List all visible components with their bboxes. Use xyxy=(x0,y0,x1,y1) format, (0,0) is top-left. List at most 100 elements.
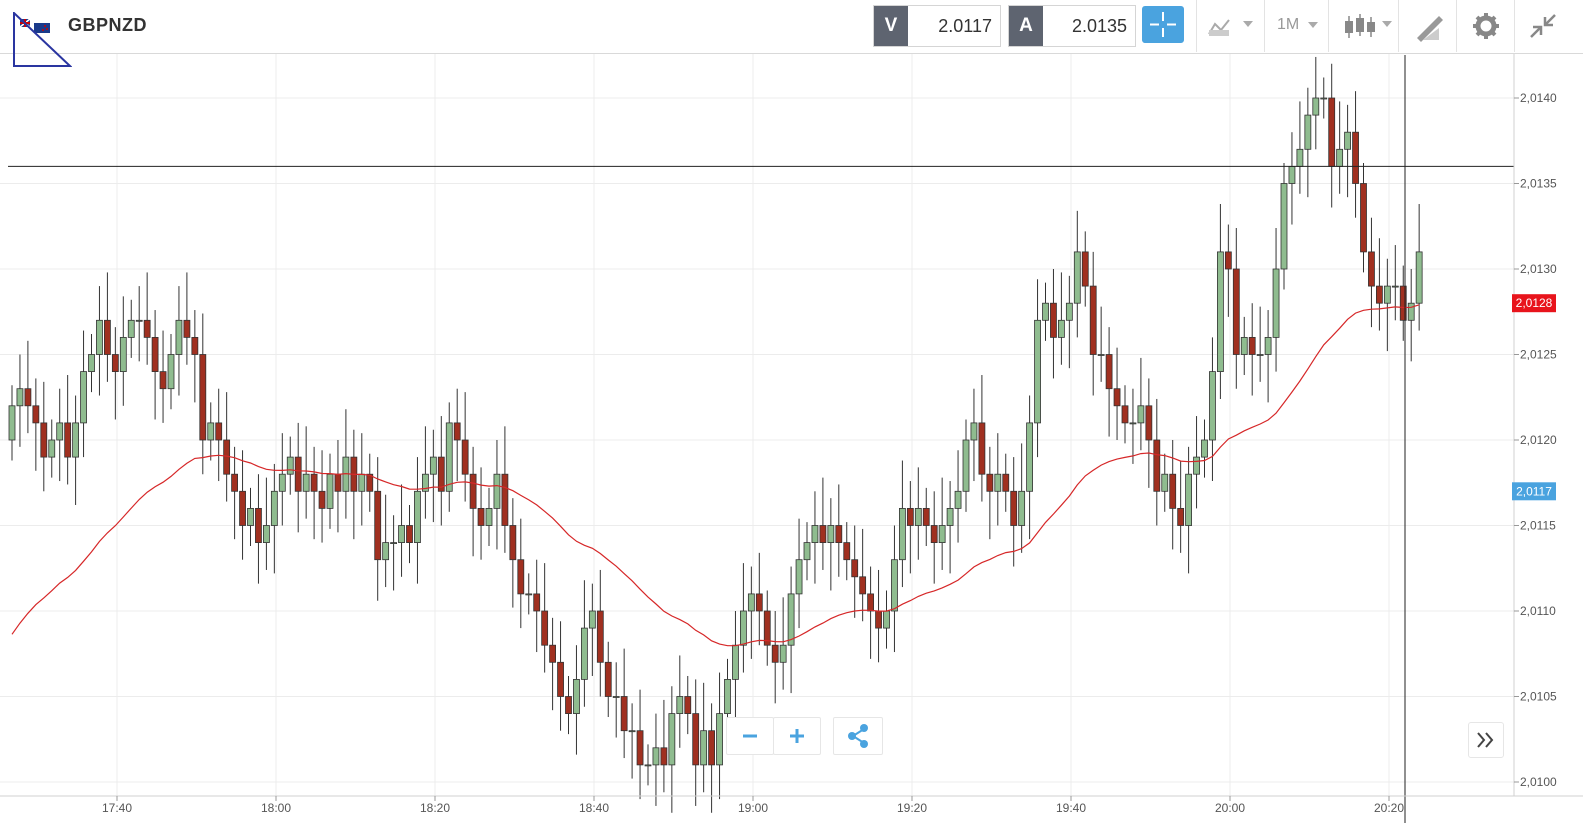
symbol-title: GBPNZD xyxy=(68,15,147,35)
bid-price-badge: 2,0117 xyxy=(1512,482,1556,501)
draw-icon xyxy=(1415,16,1443,42)
candle-bull xyxy=(80,371,87,424)
zoom-out-button[interactable] xyxy=(726,717,774,755)
candles xyxy=(8,56,1423,813)
timeframe-menu[interactable]: 1M xyxy=(1264,0,1329,52)
candle-bull xyxy=(1137,405,1145,424)
candle-bear xyxy=(199,354,207,441)
candle-bear xyxy=(294,456,302,492)
zoom-in-icon xyxy=(790,729,804,743)
toolbar: GBPNZD V 2.0117 A 2.0135 1M xyxy=(0,0,1583,67)
candle-bull xyxy=(883,610,890,629)
x-tick-label: 17:40 xyxy=(102,801,132,815)
candle-bull xyxy=(644,764,652,767)
candle-bull xyxy=(716,713,723,766)
draw-tools-button[interactable] xyxy=(1398,0,1457,52)
candle-bull xyxy=(1073,251,1081,304)
candle-bull xyxy=(382,542,390,561)
candle-bear xyxy=(318,490,326,509)
ask-tag: A xyxy=(1009,6,1043,46)
candle-bull xyxy=(1296,148,1304,167)
candle-bull xyxy=(1344,131,1351,150)
candle-bear xyxy=(366,473,374,492)
candle-bull xyxy=(270,490,278,526)
candle-bear xyxy=(1399,285,1407,321)
candle-bear xyxy=(477,507,485,526)
candle-style-menu[interactable] xyxy=(1328,0,1399,52)
zoom-out-icon xyxy=(743,734,757,738)
candle-bull xyxy=(88,354,95,373)
candle-bull xyxy=(1193,456,1200,475)
candle-bull xyxy=(421,473,429,492)
candle-bear xyxy=(930,525,938,544)
candle-bear xyxy=(453,422,461,441)
candle-bear xyxy=(541,610,549,646)
x-tick-label: 19:00 xyxy=(738,801,768,815)
y-tick-label: 2,0115 xyxy=(1520,519,1556,533)
candle-bear xyxy=(1002,473,1010,492)
chart-type-menu[interactable] xyxy=(1196,0,1265,52)
candle-bear xyxy=(708,730,715,766)
candle-bear xyxy=(437,456,445,492)
candle-bull xyxy=(994,473,1002,492)
candle-bear xyxy=(1050,302,1057,338)
candle-bear xyxy=(1145,405,1153,441)
zoom-in-button[interactable] xyxy=(773,717,821,755)
candle-bull xyxy=(127,319,135,338)
candle-bull xyxy=(72,422,79,458)
x-axis: 17:40 18:00 18:20 18:40 19:00 19:20 19:40 20:00… xyxy=(102,796,1404,815)
candle-bull xyxy=(1312,97,1320,116)
candle-bull xyxy=(652,747,660,766)
candle-bull xyxy=(1201,439,1208,458)
candle-bull xyxy=(740,610,747,646)
candle-bull xyxy=(588,610,596,629)
x-tick-label: 18:40 xyxy=(579,801,609,815)
chevron-down-icon xyxy=(1308,22,1318,28)
bid-price-label: 2,0117 xyxy=(1516,484,1552,498)
y-tick-label: 2,0105 xyxy=(1520,690,1557,704)
expand-icon xyxy=(1477,732,1494,748)
candle-bear xyxy=(620,696,628,732)
candle-bear xyxy=(191,336,199,355)
candle-bear xyxy=(596,610,604,663)
crosshair-button[interactable] xyxy=(1142,6,1184,43)
candle-bear xyxy=(1089,285,1097,355)
candle-bear xyxy=(1113,388,1121,407)
candle-bear xyxy=(40,422,48,458)
y-tick-label: 2,0125 xyxy=(1520,348,1557,362)
ask-quote[interactable]: A 2.0135 xyxy=(1008,5,1136,47)
candle-bull xyxy=(628,730,636,733)
candle-bull xyxy=(1304,114,1312,150)
candle-bear xyxy=(1224,251,1232,270)
candle-bull xyxy=(175,319,183,355)
candle-bear xyxy=(310,473,318,492)
candle-bull xyxy=(581,627,588,680)
share-button[interactable] xyxy=(833,717,883,755)
candle-bull xyxy=(262,525,270,544)
candle-bear xyxy=(1232,268,1240,355)
candle-bull xyxy=(1058,319,1065,338)
y-tick-label: 2,0130 xyxy=(1520,262,1557,276)
candle-bull xyxy=(787,593,795,646)
candle-bull xyxy=(946,507,954,526)
candle-bear xyxy=(1328,97,1336,167)
x-tick-label: 18:20 xyxy=(420,801,450,815)
bid-quote[interactable]: V 2.0117 xyxy=(873,5,1001,47)
y-tick-label: 2,0110 xyxy=(1520,604,1556,618)
candle-bull xyxy=(962,439,970,492)
candle-bear xyxy=(1121,405,1129,424)
collapse-button[interactable] xyxy=(1514,0,1571,52)
candle-bear xyxy=(1360,183,1367,253)
candle-bull xyxy=(1320,97,1328,100)
candle-bear xyxy=(565,696,572,715)
candle-bull xyxy=(724,679,731,715)
candle-bear xyxy=(374,490,382,561)
candle-bear xyxy=(231,473,239,492)
expand-button[interactable] xyxy=(1468,722,1504,758)
moving-average-line xyxy=(11,304,1420,647)
candle-bull xyxy=(827,525,835,544)
candle-bear xyxy=(183,319,191,338)
candle-bull xyxy=(48,439,56,458)
settings-button[interactable] xyxy=(1456,0,1515,52)
